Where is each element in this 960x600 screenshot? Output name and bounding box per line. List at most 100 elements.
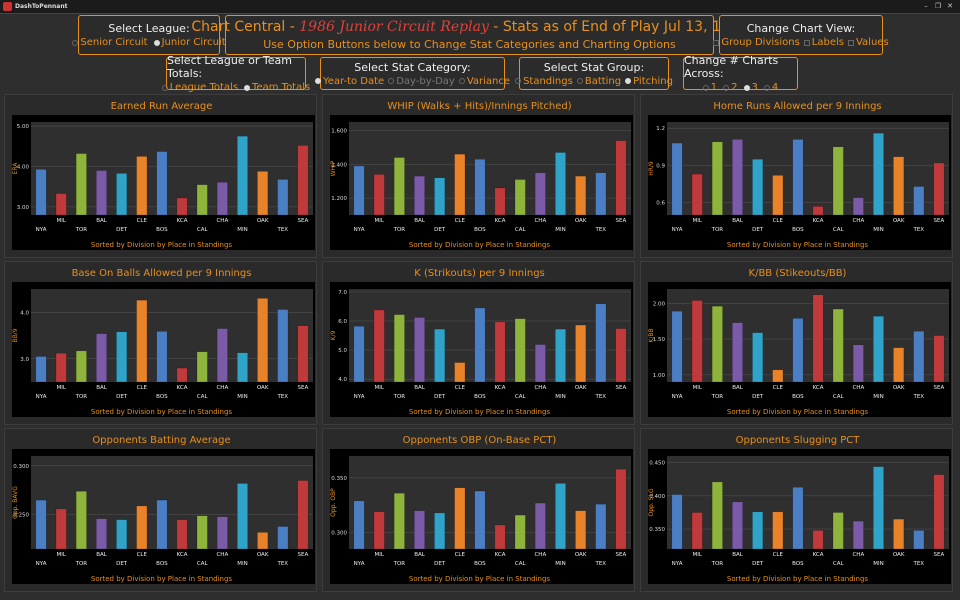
x-tick-label: CLE	[773, 552, 784, 558]
bar	[55, 193, 67, 216]
chart-svg: Base On Balls Allowed per 9 Innings 4.0 3.…	[12, 268, 315, 417]
chart-title: Opponents Slugging PCT	[736, 435, 861, 446]
restore-icon[interactable]: ❐	[934, 2, 942, 10]
chart-grid: Earned Run Average 5.00 4.00 3.00 ERA NYA MIL T…	[4, 94, 956, 598]
x-tick-label: CHA	[852, 385, 864, 391]
bar	[873, 315, 884, 383]
day-by-day-radio[interactable]: Day-by-Day	[388, 76, 455, 87]
plot-area	[667, 289, 949, 382]
x-tick-label: OAK	[575, 385, 587, 391]
batting-radio[interactable]: Batting	[576, 76, 621, 87]
chart-title: Earned Run Average	[111, 101, 213, 112]
x-tick-label: MIL	[692, 218, 702, 224]
variance-radio[interactable]: Variance	[458, 76, 510, 87]
bar	[752, 158, 764, 216]
charts-across-4-radio[interactable]: 4	[763, 82, 778, 93]
group-divisions-checkbox[interactable]: Group Divisions	[713, 37, 800, 48]
y-axis-label: K/BB	[648, 328, 655, 342]
x-tick-label: SEA	[298, 552, 309, 558]
y-axis-label: Opp. BAVG	[12, 486, 19, 519]
charts-across-1-radio[interactable]: 1	[702, 82, 717, 93]
chart-panel: Earned Run Average 5.00 4.00 3.00 ERA NYA MIL T…	[4, 94, 317, 258]
x-tick-label: BOS	[792, 394, 804, 400]
y-tick-label: 1.600	[331, 128, 347, 134]
bar	[196, 351, 208, 383]
chart-title: K/BB (Stikeouts/BB)	[749, 268, 847, 279]
standings-radio[interactable]: Standings	[515, 76, 573, 87]
values-checkbox[interactable]: Values	[847, 37, 889, 48]
junior-circuit-radio[interactable]: Junior Circuit	[153, 37, 226, 48]
x-tick-label: NYA	[672, 394, 683, 400]
y-tick-label: 2.00	[653, 301, 666, 307]
x-tick-label: BOS	[474, 227, 486, 233]
x-tick-label: CAL	[197, 394, 209, 400]
x-tick-label: CLE	[455, 385, 466, 391]
x-axis-label: Sorted by Division by Place in Standings	[91, 408, 233, 416]
league-totals-radio[interactable]: League Totals	[161, 82, 238, 93]
bar	[494, 524, 506, 550]
bar	[116, 519, 128, 550]
y-tick-label: 6.0	[338, 319, 347, 325]
x-tick-label: DET	[434, 561, 446, 567]
x-tick-label: DET	[434, 394, 446, 400]
charts-across-3-radio[interactable]: 3	[743, 82, 758, 93]
window-controls: – ❐ ✕	[920, 0, 956, 12]
x-tick-label: DET	[752, 561, 764, 567]
bar	[35, 499, 47, 550]
x-tick-label: MIN	[873, 227, 883, 233]
bar	[555, 152, 566, 216]
x-tick-label: MIL	[374, 218, 384, 224]
bar	[772, 369, 784, 383]
stat-group-title: Select Stat Group:	[543, 60, 645, 74]
x-tick-label: TEX	[594, 227, 606, 233]
bar	[414, 317, 425, 383]
x-tick-label: DET	[116, 227, 128, 233]
x-tick-label: TOR	[75, 394, 88, 400]
bar	[237, 135, 248, 216]
chart-central-heading: Chart Central - 1986 Junior Circuit Repl…	[191, 19, 748, 35]
chart-panel: Base On Balls Allowed per 9 Innings 4.0 3.…	[4, 261, 317, 425]
y-tick-label: 0.450	[649, 461, 665, 467]
x-tick-label: CAL	[197, 561, 209, 567]
x-tick-label: OAK	[257, 552, 269, 558]
close-icon[interactable]: ✕	[947, 2, 953, 10]
chart-svg: Earned Run Average 5.00 4.00 3.00 ERA NYA MIL T…	[12, 101, 315, 250]
bar	[353, 325, 365, 383]
bar	[913, 186, 925, 216]
plot-area	[31, 289, 313, 382]
charts-across-2-radio[interactable]: 2	[723, 82, 738, 93]
minimize-icon[interactable]: –	[924, 2, 928, 10]
labels-checkbox[interactable]: Labels	[803, 37, 844, 48]
senior-circuit-radio[interactable]: Senior Circuit	[72, 37, 148, 48]
x-tick-label: KCA	[177, 385, 188, 391]
x-tick-label: TOR	[711, 394, 724, 400]
totals-box: Select League or Team Totals: League Tot…	[161, 54, 310, 93]
stat-category-title: Select Stat Category:	[354, 60, 471, 74]
bar	[96, 518, 107, 550]
x-axis-label: Sorted by Division by Place in Standings	[91, 241, 233, 249]
x-tick-label: CAL	[515, 394, 527, 400]
chart-svg: K (Strikouts) per 9 Innings 7.0 6.0 5.0 4.0 K…	[330, 268, 633, 417]
x-tick-label: BAL	[732, 552, 744, 558]
chart-panel: Opponents OBP (On-Base PCT) 0.350 0.300 Opp…	[322, 428, 635, 592]
bar	[156, 499, 168, 550]
bar	[595, 303, 607, 383]
y-tick-label: 0.300	[13, 464, 29, 470]
bar	[454, 153, 466, 216]
x-tick-label: TEX	[912, 227, 924, 233]
bar	[752, 511, 764, 550]
bar	[534, 502, 546, 550]
x-tick-label: MIN	[555, 227, 565, 233]
x-tick-label: SEA	[934, 218, 945, 224]
bar	[494, 187, 506, 216]
bar	[534, 344, 546, 383]
bar	[595, 172, 607, 216]
x-tick-label: BOS	[474, 561, 486, 567]
x-tick-label: TOR	[393, 227, 406, 233]
x-tick-label: CHA	[216, 385, 228, 391]
pitching-radio[interactable]: Pitching	[625, 76, 673, 87]
year-to-date-radio[interactable]: Year-to Date	[314, 76, 384, 87]
team-totals-radio[interactable]: Team Totals	[244, 82, 310, 93]
bar	[893, 156, 905, 216]
totals-title: Select League or Team Totals:	[167, 54, 292, 80]
